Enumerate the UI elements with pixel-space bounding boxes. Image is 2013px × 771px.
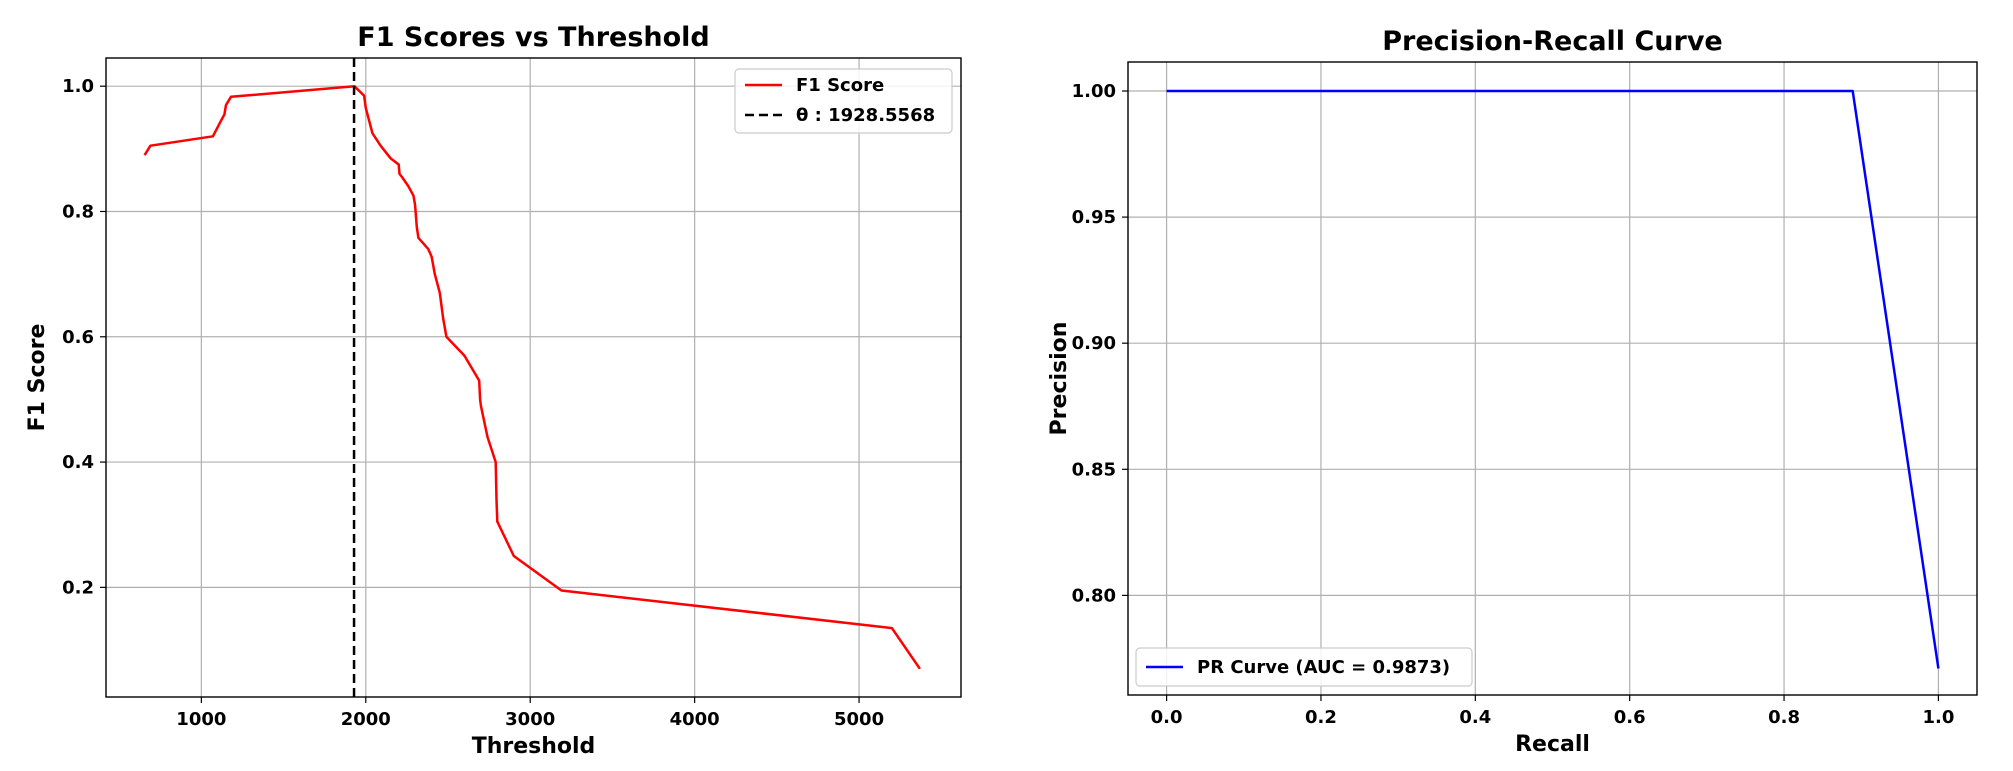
f1-score-legend-label: F1 Score bbox=[796, 75, 884, 96]
pr-chart-y-axis-label: Precision bbox=[1047, 322, 1072, 436]
pr-y-tick-label: 0.80 bbox=[1072, 585, 1116, 606]
f1-y-tick-label: 0.2 bbox=[62, 577, 94, 598]
pr-x-tick-label: 0.8 bbox=[1768, 707, 1800, 728]
f1-x-tick-label: 5000 bbox=[834, 709, 884, 730]
f1-x-tick-label: 4000 bbox=[670, 709, 720, 730]
pr-chart-title: Precision-Recall Curve bbox=[1382, 26, 1722, 57]
f1-chart-frame bbox=[105, 57, 962, 698]
pr-x-tick-label: 0.6 bbox=[1614, 707, 1646, 728]
f1-chart-y-ticks: 0.2 0.4 0.6 0.8 1.0 bbox=[62, 76, 106, 598]
threshold-legend-label: θ : 1928.5568 bbox=[796, 105, 935, 126]
pr-series-line bbox=[1166, 89, 1940, 669]
f1-x-tick-label: 3000 bbox=[505, 709, 555, 730]
pr-y-tick-label: 0.95 bbox=[1072, 207, 1116, 228]
f1-chart-title: F1 Scores vs Threshold bbox=[357, 22, 710, 53]
pr-chart-grid bbox=[1128, 62, 1977, 695]
pr-chart-x-axis-label: Recall bbox=[1515, 732, 1590, 757]
f1-y-tick-label: 0.8 bbox=[62, 201, 94, 222]
f1-chart-legend-box bbox=[734, 68, 953, 134]
pr-y-tick-label: 1.00 bbox=[1072, 81, 1116, 102]
f1-chart-series bbox=[143, 58, 921, 697]
f1-x-tick-label: 1000 bbox=[176, 709, 226, 730]
f1-y-tick-label: 0.4 bbox=[62, 452, 94, 473]
pr-chart-legend-box bbox=[1135, 647, 1473, 687]
pr-x-tick-label: 0.0 bbox=[1151, 707, 1183, 728]
pr-curve-legend-label: PR Curve (AUC = 0.9873) bbox=[1197, 657, 1450, 678]
f1-chart-x-axis-label: Threshold bbox=[472, 734, 596, 759]
pr-chart-frame bbox=[1127, 61, 1978, 696]
f1-chart-legend: F1 Score θ : 1928.5568 bbox=[734, 68, 953, 134]
pr-y-tick-label: 0.90 bbox=[1072, 333, 1116, 354]
f1-series-line bbox=[143, 84, 921, 670]
pr-y-tick-label: 0.85 bbox=[1072, 459, 1116, 480]
pr-x-tick-label: 0.2 bbox=[1305, 707, 1337, 728]
f1-y-tick-label: 0.6 bbox=[62, 327, 94, 348]
pr-chart-panel: 0.0 0.2 0.4 0.6 0.8 1.0 0.800.850.900.951.00 … bbox=[1047, 26, 1978, 757]
pr-chart-x-ticks: 0.0 0.2 0.4 0.6 0.8 1.0 bbox=[1151, 695, 1954, 728]
f1-chart-y-axis-label: F1 Score bbox=[25, 324, 50, 432]
f1-x-tick-label: 2000 bbox=[341, 709, 391, 730]
pr-x-tick-label: 0.4 bbox=[1459, 707, 1491, 728]
pr-x-tick-label: 1.0 bbox=[1922, 707, 1954, 728]
f1-chart-panel: 1000 2000 3000 4000 5000 0.2 0.4 0.6 0.8 1.0 F1 … bbox=[25, 22, 962, 759]
pr-chart-y-ticks: 0.80 0.85 0.90 0.95 1.00 bbox=[1072, 81, 1128, 606]
f1-y-tick-label: 1.0 bbox=[62, 76, 94, 97]
pr-chart-series bbox=[1166, 89, 1940, 669]
pr-chart-legend: PR Curve (AUC = 0.9873) bbox=[1135, 647, 1473, 687]
f1-chart-x-ticks: 1000 2000 3000 4000 5000 bbox=[176, 697, 884, 730]
